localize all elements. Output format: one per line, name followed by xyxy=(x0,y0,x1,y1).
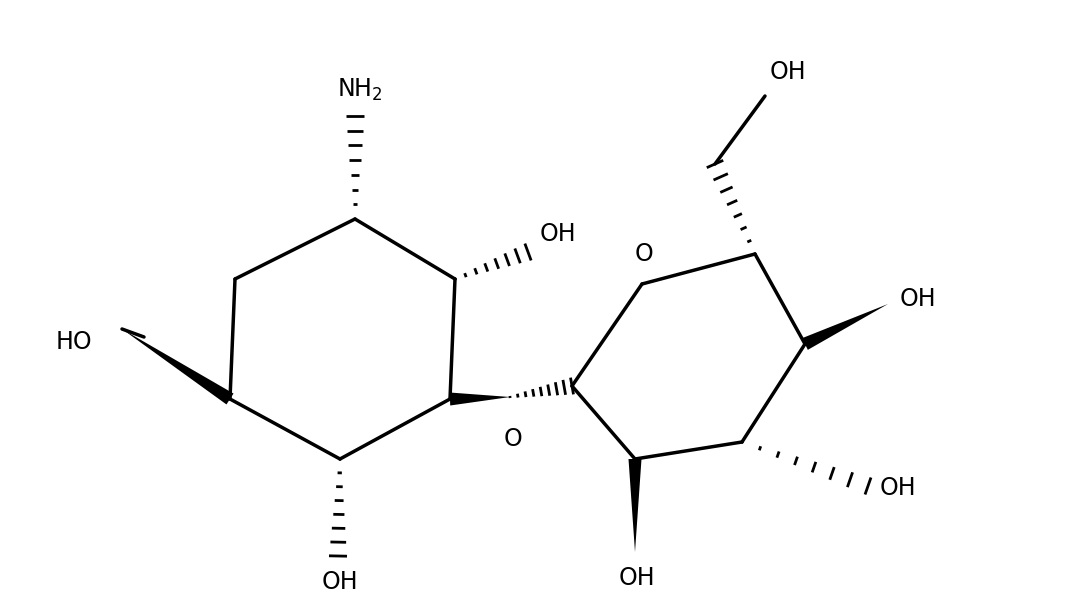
Text: OH: OH xyxy=(619,566,656,590)
Text: OH: OH xyxy=(880,476,917,500)
Text: O: O xyxy=(634,242,654,266)
Polygon shape xyxy=(450,392,509,405)
Text: OH: OH xyxy=(322,570,359,594)
Polygon shape xyxy=(802,304,888,350)
Text: OH: OH xyxy=(770,60,806,84)
Text: OH: OH xyxy=(900,287,937,311)
Polygon shape xyxy=(629,459,642,552)
Text: O: O xyxy=(504,427,522,451)
Polygon shape xyxy=(122,329,233,405)
Text: OH: OH xyxy=(540,222,577,246)
Text: HO: HO xyxy=(55,330,92,354)
Text: NH$_2$: NH$_2$ xyxy=(337,77,383,103)
